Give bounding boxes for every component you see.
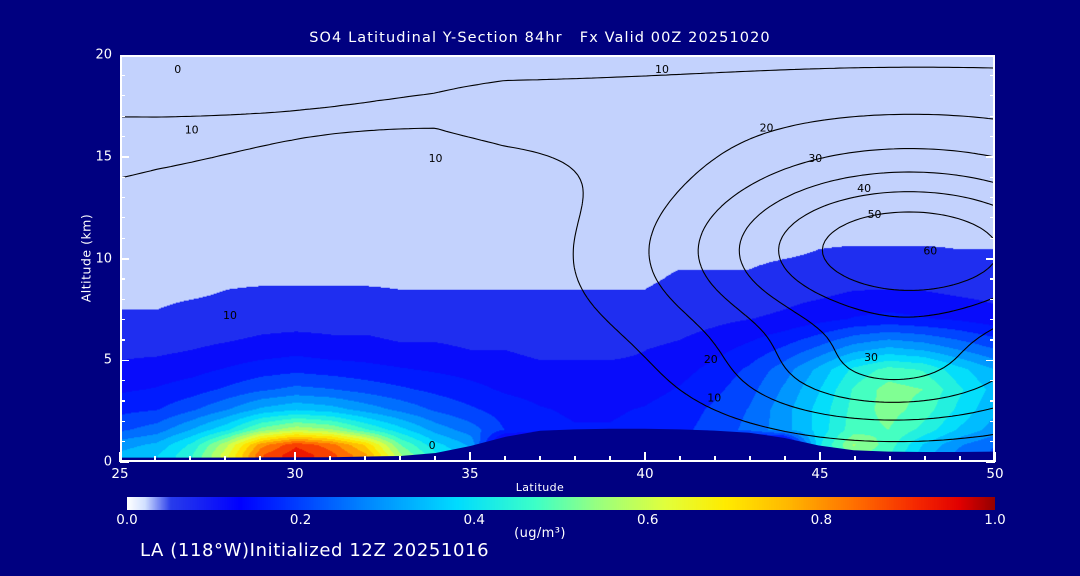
contour-label: 10 bbox=[223, 309, 237, 322]
contour-line-10 bbox=[122, 66, 993, 443]
terrain-mask bbox=[122, 428, 993, 460]
contour-label: 10 bbox=[655, 63, 669, 76]
field-wrap: 0 10 10 10 10 0 20 30 40 50 60 10 20 30 bbox=[122, 57, 993, 460]
colorbar-tick-1.0: 1.0 bbox=[984, 512, 1006, 528]
y-tick-20: 20 bbox=[95, 47, 112, 63]
contour-label: 0 bbox=[174, 63, 181, 76]
contour-label: 10 bbox=[429, 152, 443, 165]
contour-label: 40 bbox=[857, 182, 871, 195]
colorbar-tick-0.6: 0.6 bbox=[637, 512, 659, 528]
y-tick-15: 15 bbox=[95, 149, 112, 165]
contour-label: 20 bbox=[704, 353, 718, 366]
colorbar-tick-0.8: 0.8 bbox=[810, 512, 833, 528]
so4-filled-contour-field bbox=[122, 57, 993, 460]
contour-label: 30 bbox=[864, 351, 878, 364]
contour-line-60 bbox=[821, 211, 993, 291]
contour-label: 10 bbox=[185, 124, 199, 137]
contour-label: 60 bbox=[923, 244, 937, 257]
contour-line-20 bbox=[648, 113, 993, 421]
contour-line-40 bbox=[738, 171, 993, 381]
x-tick-35: 35 bbox=[461, 466, 479, 482]
y-axis-label: Altitude (km) bbox=[78, 213, 94, 303]
colorbar-tick-0.2: 0.2 bbox=[289, 512, 312, 528]
x-tick-25: 25 bbox=[111, 466, 129, 482]
colorbar-tick-0.0: 0.0 bbox=[116, 512, 138, 528]
colorbar-gradient bbox=[127, 497, 995, 510]
colorbar-tick-0.4: 0.4 bbox=[463, 512, 485, 528]
contour-label: 50 bbox=[868, 208, 882, 221]
colorbar bbox=[127, 497, 995, 510]
x-tick-40: 40 bbox=[636, 466, 654, 482]
contour-label: 0 bbox=[429, 439, 436, 452]
cross-section-plot: 0 10 10 10 10 0 20 30 40 50 60 10 20 30 bbox=[120, 55, 995, 462]
y-tick-10: 10 bbox=[95, 251, 112, 266]
y-tick-0: 0 bbox=[103, 454, 112, 470]
page-title: SO4 Latitudinal Y-Section 84hr Fx Valid … bbox=[309, 30, 771, 46]
y-tick-5: 5 bbox=[103, 352, 112, 368]
contour-line-30 bbox=[697, 148, 993, 403]
colorbar-units: (ug/m³) bbox=[514, 526, 566, 541]
terrain-polygon bbox=[122, 428, 993, 460]
contour-label: 30 bbox=[808, 152, 822, 165]
contour-label: 20 bbox=[760, 121, 774, 134]
contour-label: 10 bbox=[707, 392, 721, 405]
x-tick-45: 45 bbox=[811, 466, 829, 482]
colorbar-title: Latitude bbox=[515, 481, 565, 494]
footer-caption: LA (118°W)Initialized 12Z 20251016 bbox=[140, 540, 490, 561]
x-tick-30: 30 bbox=[286, 466, 304, 482]
x-tick-50: 50 bbox=[986, 466, 1004, 482]
wind-contour-overlay: 0 10 10 10 10 0 20 30 40 50 60 10 20 30 bbox=[122, 63, 993, 452]
